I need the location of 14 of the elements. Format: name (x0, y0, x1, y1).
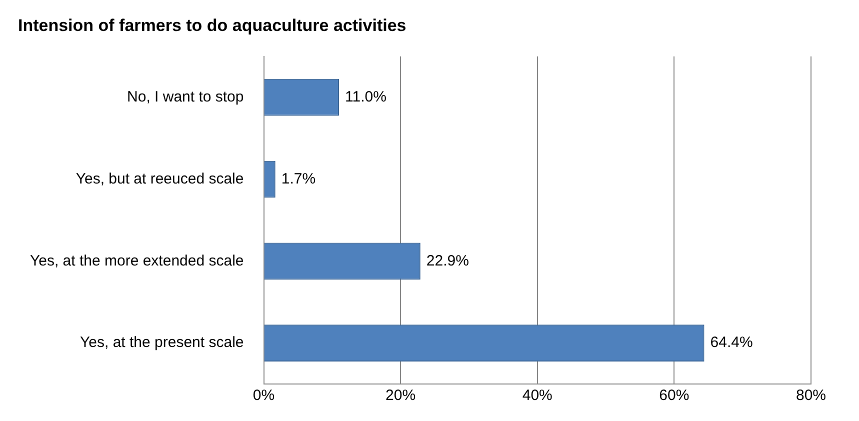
y-tick-label: Yes, but at reeuced scale (76, 170, 244, 188)
chart-title: Intension of farmers to do aquaculture activities (18, 16, 406, 35)
y-tick-label: No, I want to stop (127, 88, 244, 106)
data-label: 11.0% (344, 88, 386, 106)
x-tick-label: 40% (522, 387, 552, 404)
y-tick-label: Yes, at the more extended scale (30, 252, 244, 270)
y-tick-label: Yes, at the present scale (80, 334, 244, 352)
x-tick-label: 0% (252, 387, 275, 404)
x-tick-label: 80% (796, 387, 826, 404)
x-tick-label: 20% (386, 387, 416, 404)
x-tick-label: 60% (659, 387, 690, 404)
data-label: 64.4% (710, 334, 753, 352)
data-label: 22.9% (426, 252, 469, 270)
data-label: 1.7% (281, 170, 316, 188)
